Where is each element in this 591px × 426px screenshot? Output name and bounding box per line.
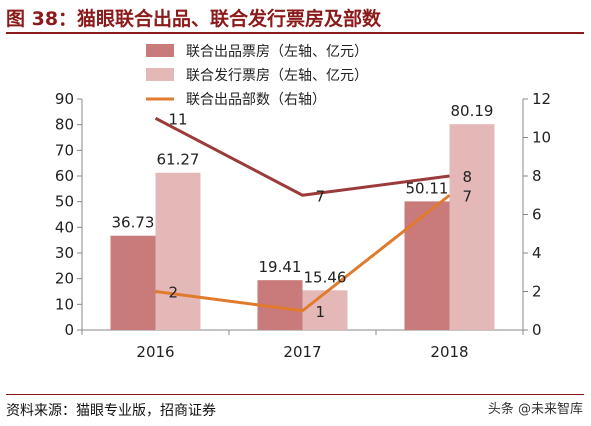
x-tick-label: 2017 (283, 343, 321, 361)
x-tick-label: 2018 (430, 343, 468, 361)
right-tick-label: 8 (532, 167, 542, 185)
right-tick-label: 10 (532, 129, 551, 147)
watermark: 头条 @未来智库 (487, 402, 583, 417)
bar-value-label: 80.19 (451, 102, 494, 120)
left-tick-label: 50 (55, 193, 74, 211)
right-tick-label: 4 (532, 244, 542, 262)
bar-value-label: 61.27 (157, 151, 200, 169)
left-tick-label: 90 (55, 90, 74, 108)
legend-label: 联合出品部数（右轴） (186, 92, 326, 108)
source-rule (6, 394, 584, 395)
figure-title: 图 38：猫眼联合出品、联合发行票房及部数 (6, 8, 382, 30)
bar-value-label: 50.11 (406, 179, 449, 197)
right-tick-label: 12 (532, 90, 551, 108)
line-value-label: 8 (463, 168, 473, 186)
line-value-label: 7 (463, 187, 473, 205)
right-tick-label: 6 (532, 206, 542, 224)
lines (154, 116, 451, 313)
bar-value-label: 36.73 (112, 214, 155, 232)
bar (110, 235, 156, 330)
legend-label: 联合出品票房（左轴、亿元） (186, 44, 368, 60)
left-tick-label: 0 (64, 321, 74, 339)
bar (449, 124, 495, 330)
left-tick-label: 70 (55, 141, 74, 159)
line-value-label: 2 (169, 284, 179, 302)
line-value-label: 1 (316, 303, 326, 321)
legend-swatch (146, 68, 174, 81)
bar (155, 172, 201, 330)
series-line (155, 194, 451, 313)
source-note: 资料来源：猫眼专业版，招商证券 (6, 403, 216, 419)
line-value-label: 7 (316, 187, 326, 205)
legend-swatch (146, 44, 174, 57)
bar-value-label: 15.46 (304, 268, 347, 286)
left-tick-label: 20 (55, 270, 74, 288)
line-value-label: 11 (169, 110, 188, 128)
legend-label: 联合发行票房（左轴、亿元） (186, 68, 368, 84)
left-tick-label: 10 (55, 295, 74, 313)
legend: 联合出品票房（左轴、亿元） 联合发行票房（左轴、亿元） 联合出品部数（右轴） (146, 44, 368, 108)
bar (302, 290, 348, 330)
title-rule (6, 32, 584, 34)
bar-value-label: 19.41 (259, 258, 302, 276)
x-tick-label: 2016 (136, 343, 174, 361)
left-tick-label: 40 (55, 218, 74, 236)
bar (404, 201, 450, 330)
right-tick-label: 2 (532, 283, 542, 301)
left-tick-label: 30 (55, 244, 74, 262)
right-tick-label: 0 (532, 321, 542, 339)
left-tick-label: 80 (55, 116, 74, 134)
left-tick-label: 60 (55, 167, 74, 185)
series-line (154, 116, 450, 197)
